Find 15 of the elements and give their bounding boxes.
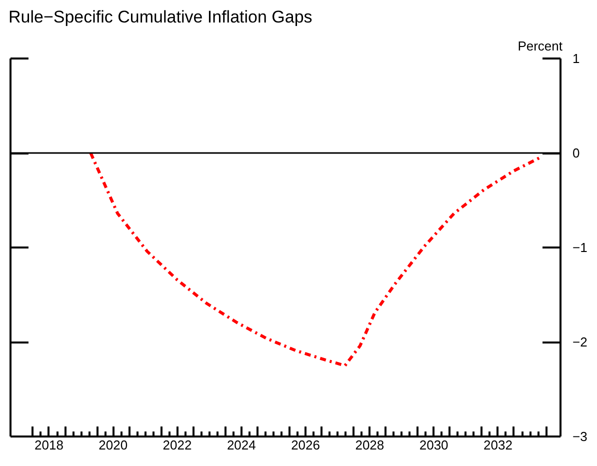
x-tick-label: 2032 (484, 438, 512, 452)
y-tick-label: −2 (572, 334, 588, 350)
x-tick-label: 2026 (291, 438, 320, 452)
x-tick-label: 2028 (355, 438, 384, 452)
chart-title: Rule−Specific Cumulative Inflation Gaps (8, 8, 312, 26)
y-tick-label: 0 (572, 146, 580, 160)
x-tick-label: 2030 (419, 438, 448, 452)
x-tick-label: 2024 (226, 438, 256, 452)
x-tick-label: 2022 (162, 438, 192, 452)
y-axis-title: Percent (518, 38, 563, 54)
y-tick-label: 1 (572, 51, 580, 66)
x-tick-label: 2020 (98, 438, 128, 452)
y-tick-label: −3 (572, 429, 588, 444)
y-tick-label: −1 (572, 240, 588, 255)
x-tick-label: 2018 (34, 438, 64, 452)
